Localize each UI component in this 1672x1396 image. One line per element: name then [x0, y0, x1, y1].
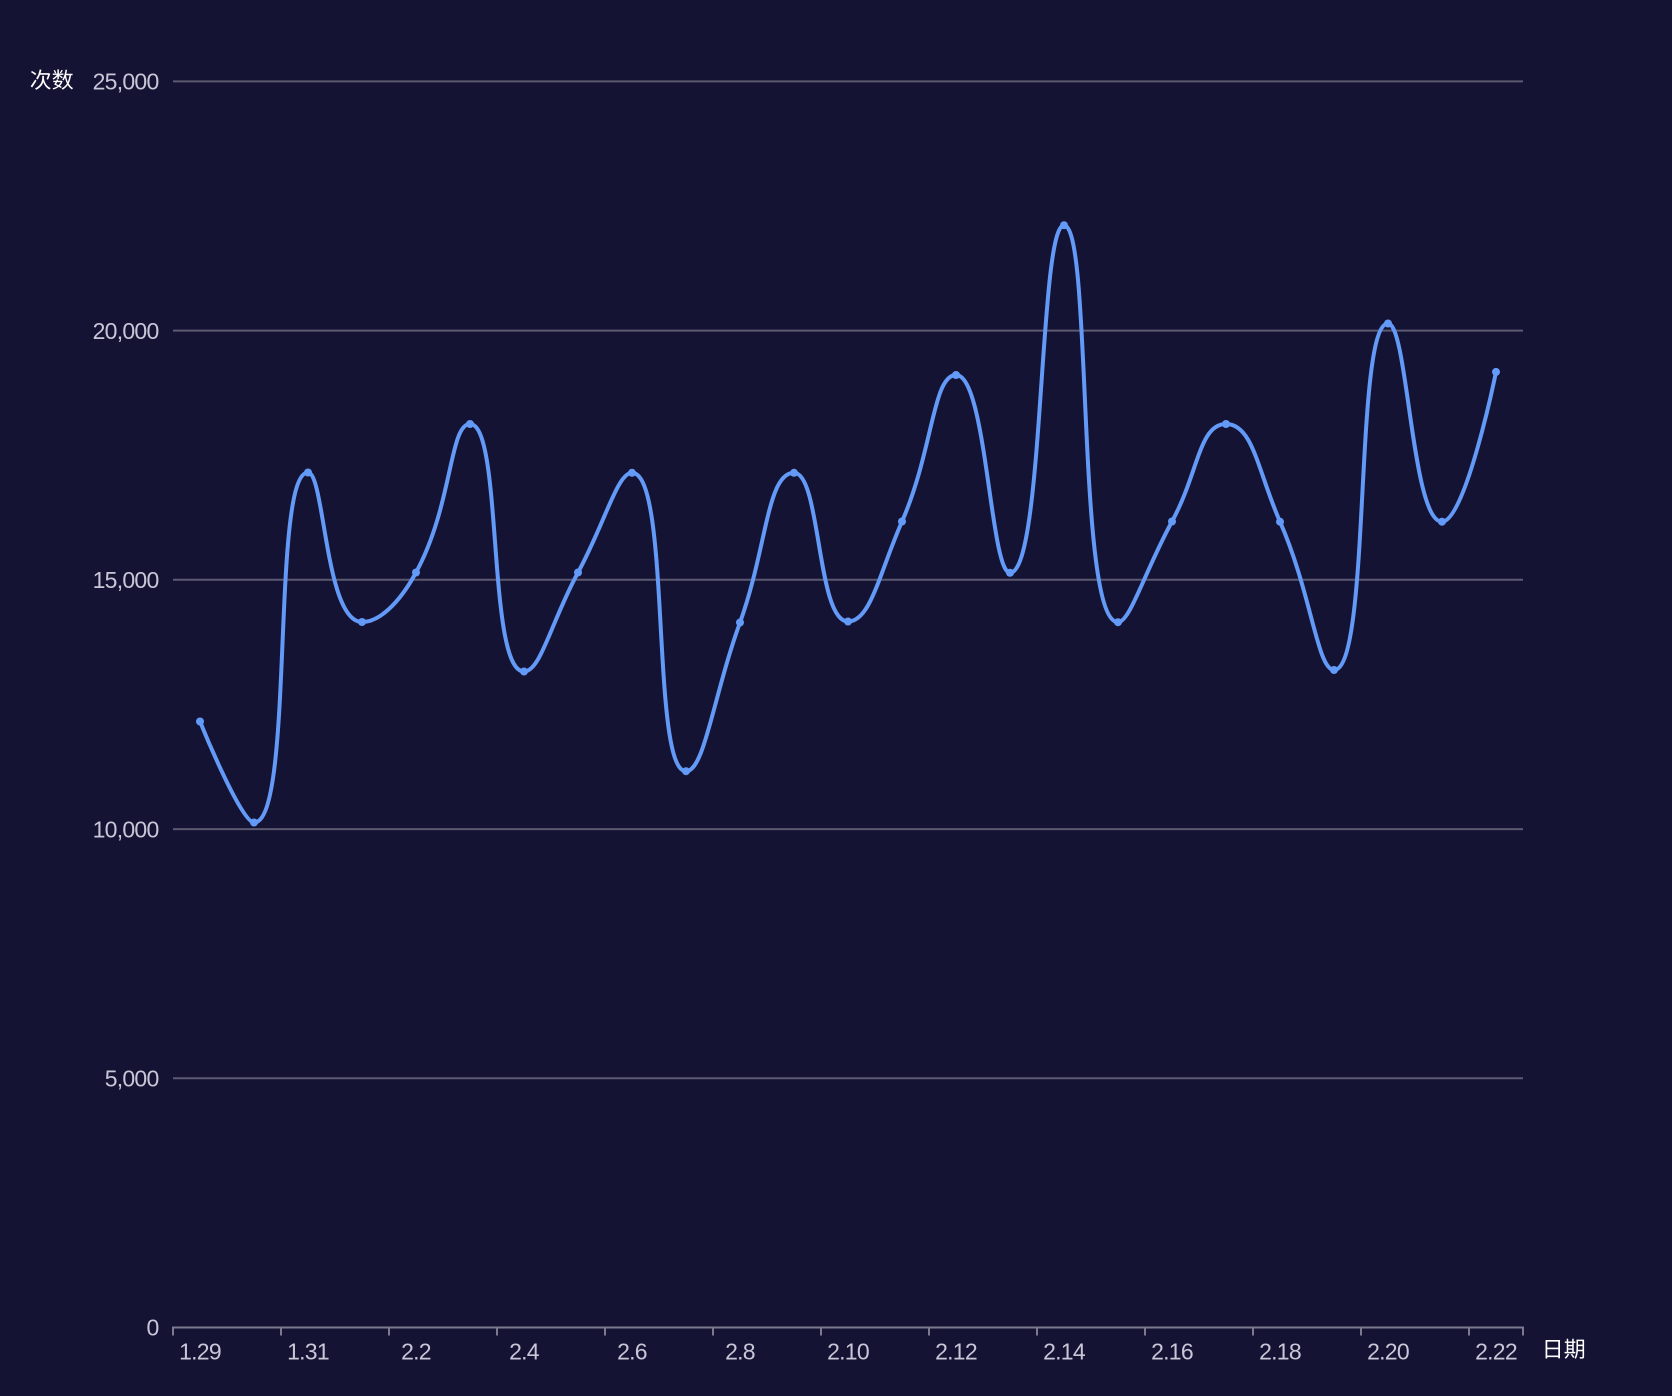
svg-text:2.16: 2.16	[1151, 1339, 1193, 1365]
svg-text:2.18: 2.18	[1259, 1339, 1301, 1365]
svg-text:2.8: 2.8	[725, 1339, 755, 1365]
svg-text:1.31: 1.31	[287, 1339, 329, 1365]
svg-text:2.22: 2.22	[1475, 1339, 1517, 1365]
svg-text:10,000: 10,000	[93, 816, 159, 842]
svg-text:2.12: 2.12	[935, 1339, 977, 1365]
svg-text:25,000: 25,000	[93, 69, 159, 95]
svg-text:0: 0	[146, 1315, 158, 1341]
svg-text:1.29: 1.29	[179, 1339, 221, 1365]
svg-text:2.6: 2.6	[617, 1339, 647, 1365]
svg-text:15,000: 15,000	[93, 567, 159, 593]
svg-text:2.10: 2.10	[827, 1339, 869, 1365]
svg-text:5,000: 5,000	[105, 1066, 159, 1092]
svg-text:2.2: 2.2	[401, 1339, 431, 1365]
svg-text:2.4: 2.4	[509, 1339, 540, 1365]
svg-text:20,000: 20,000	[93, 318, 159, 344]
svg-text:2.14: 2.14	[1043, 1339, 1086, 1365]
svg-text:2.20: 2.20	[1367, 1339, 1409, 1365]
